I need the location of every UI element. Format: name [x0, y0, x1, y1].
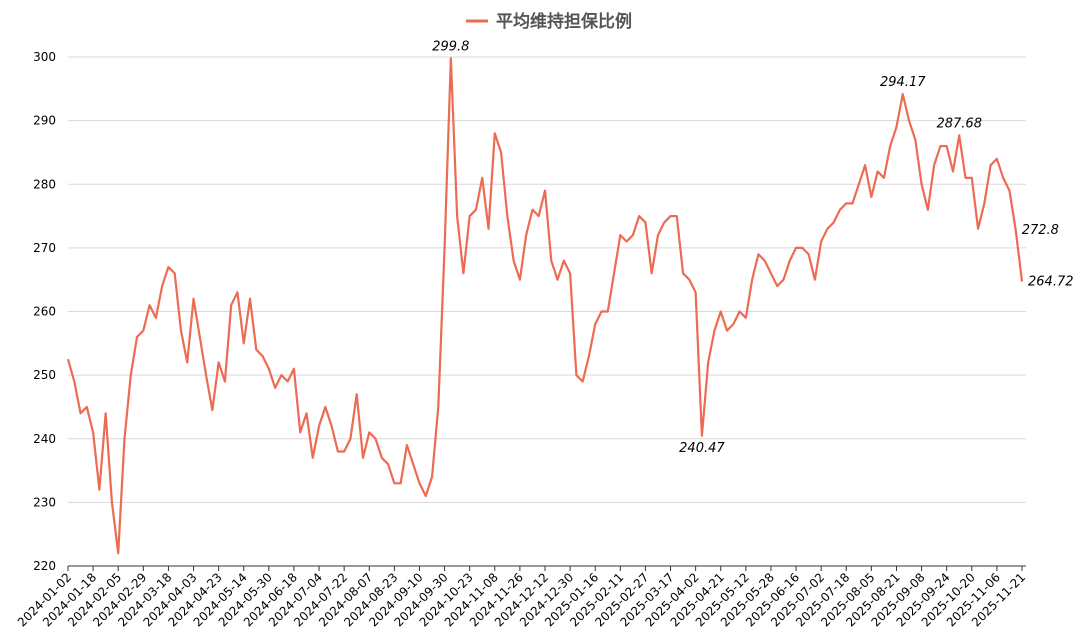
y-tick-label: 250	[33, 368, 56, 382]
series-line	[66, 57, 1024, 555]
y-tick-label: 300	[33, 50, 56, 64]
y-tick-label: 290	[33, 114, 56, 128]
data-label: 240.47	[679, 441, 725, 456]
y-tick-label: 220	[33, 559, 56, 573]
legend-label: 平均维持担保比例	[496, 11, 632, 32]
data-label: 294.17	[880, 75, 926, 90]
data-label: 264.72	[1028, 274, 1074, 289]
data-label: 287.68	[936, 116, 982, 131]
y-tick-label: 230	[33, 495, 56, 509]
y-tick-label: 280	[33, 177, 56, 191]
y-tick-label: 260	[33, 305, 56, 319]
data-label: 272.8	[1022, 223, 1059, 238]
y-tick-label: 270	[33, 241, 56, 255]
data-label: 299.8	[432, 39, 469, 54]
y-tick-label: 240	[33, 432, 56, 446]
